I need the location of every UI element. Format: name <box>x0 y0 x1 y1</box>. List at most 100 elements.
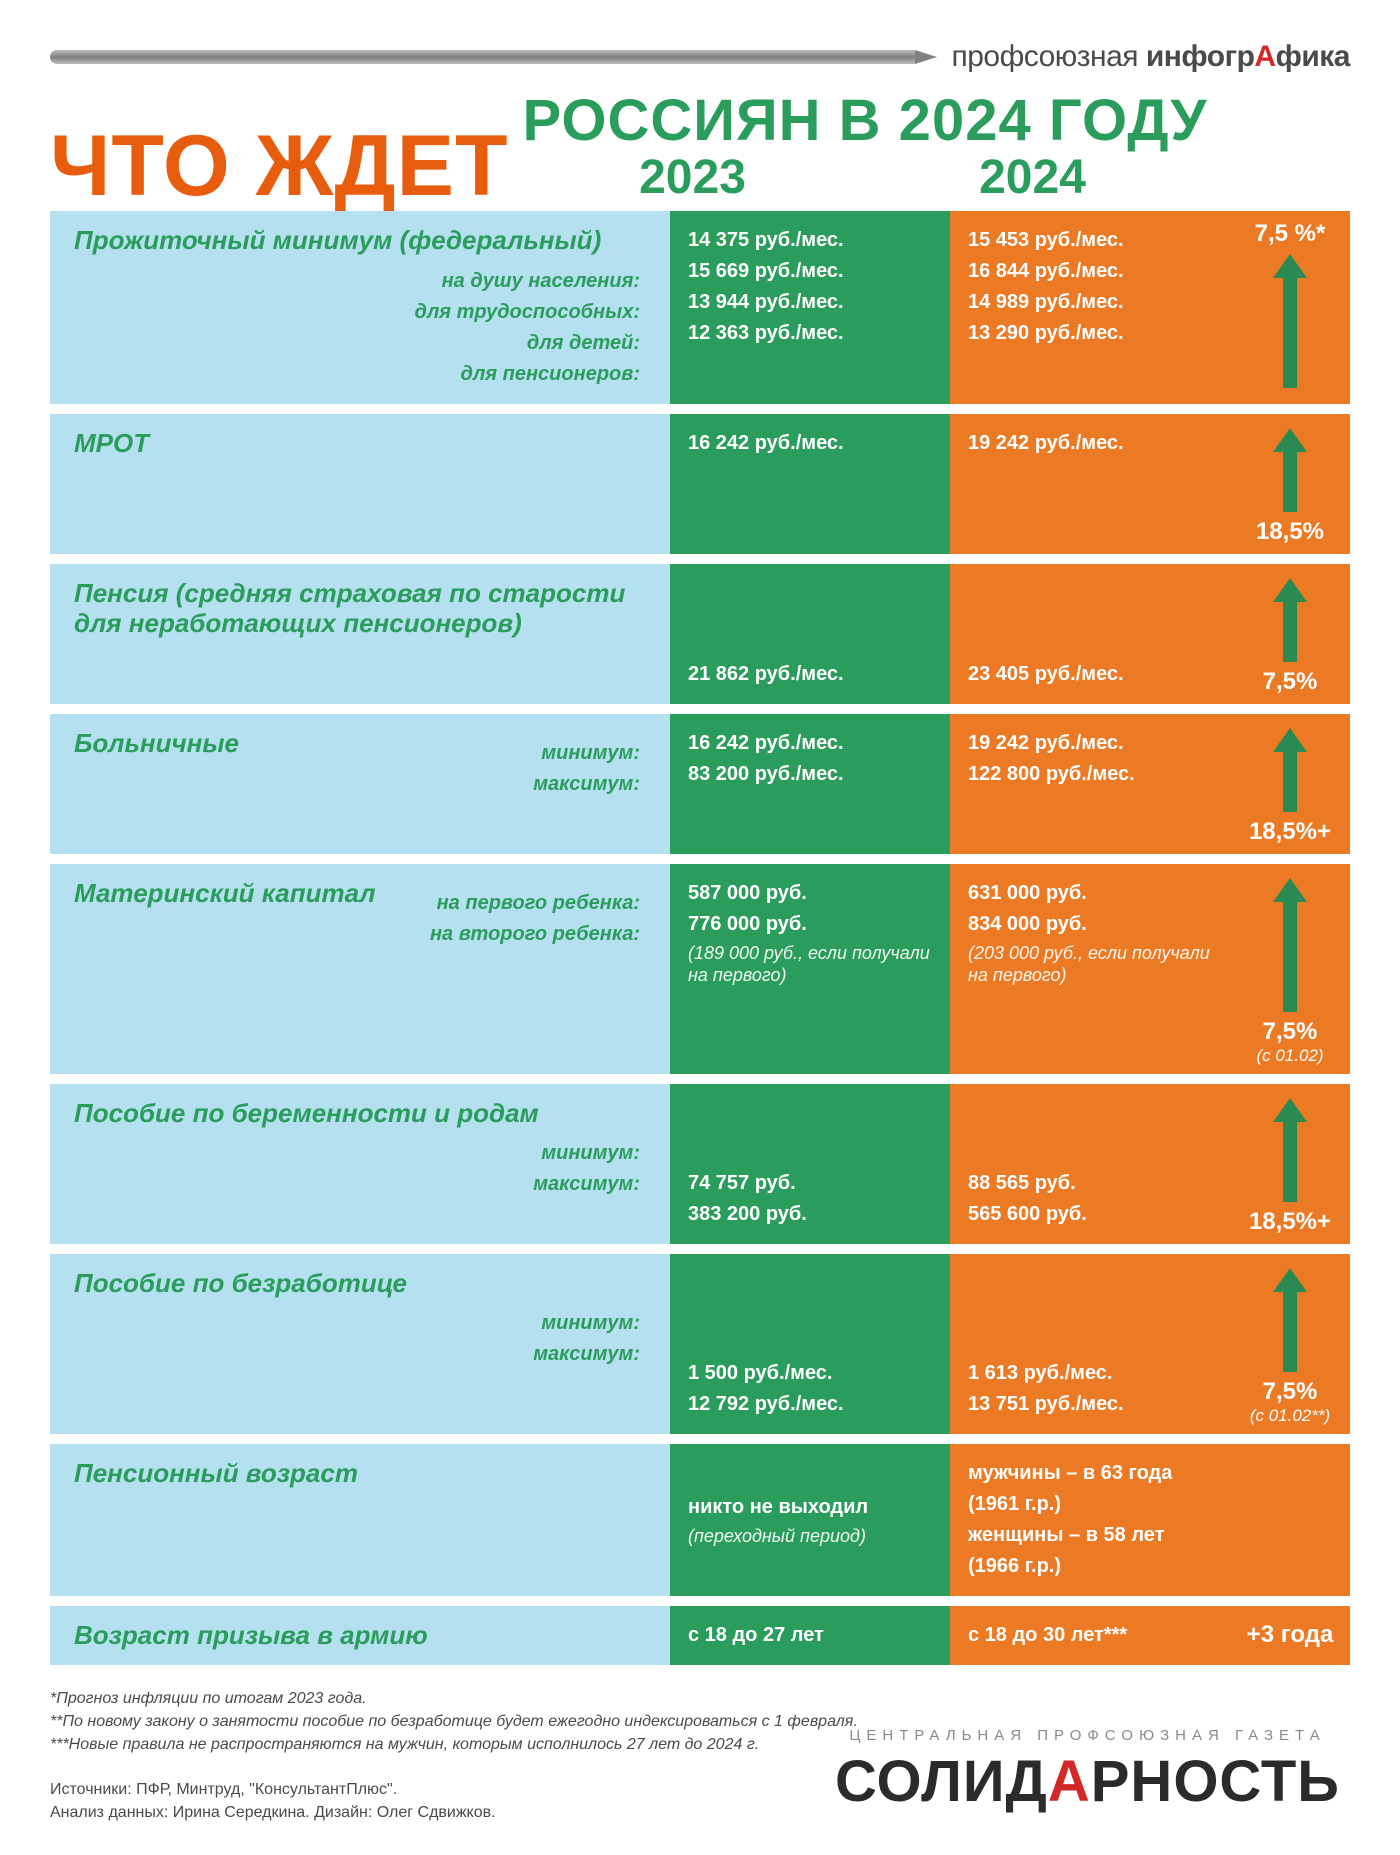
sub-label: максимум: <box>74 1339 640 1370</box>
row-title: Прожиточный минимум (федеральный) <box>74 225 650 256</box>
delta-pct: 18,5%+ <box>1249 1208 1331 1236</box>
col-delta: 7,5% <box>1230 564 1350 704</box>
title-red: ЧТО ЖДЕТ <box>50 128 509 205</box>
row-title: Больничные <box>74 728 239 759</box>
brand-bold-post: фика <box>1276 40 1350 73</box>
brand-bold-pre: инфогр <box>1146 40 1255 73</box>
row-title: Пенсионный возраст <box>74 1458 650 1489</box>
value-2024: 834 000 руб. <box>968 909 1218 940</box>
sub-label: для трудоспособных: <box>74 297 640 328</box>
row-title: Возраст призыва в армию <box>74 1620 650 1651</box>
up-arrow-icon <box>1273 1268 1307 1372</box>
sub-list: на душу населения:для трудоспособных:для… <box>74 266 650 390</box>
title-row: ЧТО ЖДЕТ РОССИЯН В 2024 ГОДУ 2023 2024 <box>50 92 1350 205</box>
col-2024: мужчины – в 63 года (1961 г.р.)женщины –… <box>950 1444 1230 1596</box>
sub-label: на первого ребенка: <box>388 888 640 919</box>
year-2023: 2023 <box>523 150 863 205</box>
row-title: Материнский капитал <box>74 878 376 909</box>
row-gap <box>50 854 1350 864</box>
year-row: 2023 2024 <box>523 150 1351 205</box>
col-delta: 18,5%+ <box>1230 714 1350 854</box>
footer-logo-post: РНОСТЬ <box>1091 1749 1340 1814</box>
up-arrow-icon <box>1273 428 1307 512</box>
col-2023: никто не выходил(переходный период) <box>670 1444 950 1596</box>
sub-label: минимум: <box>251 738 640 769</box>
table-row: Возраст призыва в армию с 18 до 27 лет с 1… <box>50 1606 1350 1665</box>
footer-logo: СОЛИДАРНОСТЬ <box>835 1748 1340 1815</box>
value-2023: 12 792 руб./мес. <box>688 1389 938 1420</box>
delta-pct: 18,5%+ <box>1249 818 1331 846</box>
row-title: Пенсия (средняя страховая по старости дл… <box>74 578 650 639</box>
col-delta: 7,5%(с 01.02) <box>1230 864 1350 1074</box>
table-row: Пенсионный возраст никто не выходил(перех… <box>50 1444 1350 1596</box>
row-label: Пособие по безработице минимум:максимум: <box>50 1254 670 1434</box>
footer-logo-pre: СОЛИД <box>835 1749 1048 1814</box>
sub-list: минимум:максимум: <box>251 738 650 800</box>
row-gap <box>50 404 1350 414</box>
footer-brand: ЦЕНТРАЛЬНАЯ ПРОФСОЮЗНАЯ ГАЗЕТА СОЛИДАРНО… <box>835 1727 1340 1815</box>
footer-logo-a: А <box>1048 1749 1091 1814</box>
note-2023: (189 000 руб., если получали на первого) <box>688 942 938 987</box>
row-label: Больничные минимум:максимум: <box>50 714 670 854</box>
value-2024: 19 242 руб./мес. <box>968 728 1218 759</box>
value-2023: 776 000 руб. <box>688 909 938 940</box>
table-row: Пособие по безработице минимум:максимум: 1… <box>50 1254 1350 1434</box>
value-2024: с 18 до 30 лет*** <box>968 1620 1218 1651</box>
header-row: профсоюзная инфогрАфика <box>50 40 1350 74</box>
row-title: МРОТ <box>74 428 650 459</box>
table-row: Материнский капитална первого ребенка:на… <box>50 864 1350 1074</box>
data-table: Прожиточный минимум (федеральный) на душу… <box>50 211 1350 1665</box>
up-arrow-icon <box>1273 728 1307 812</box>
value-2023: 21 862 руб./мес. <box>688 659 938 690</box>
value-2024: 23 405 руб./мес. <box>968 659 1218 690</box>
table-row: Больничные минимум:максимум: 16 242 руб./м… <box>50 714 1350 854</box>
delta-note: (с 01.02**) <box>1250 1406 1330 1426</box>
row-label: Материнский капитална первого ребенка:на… <box>50 864 670 1074</box>
value-2023: 383 200 руб. <box>688 1199 938 1230</box>
value-2023: 15 669 руб./мес. <box>688 256 938 287</box>
delta-note: (с 01.02) <box>1256 1046 1323 1066</box>
footer-pre: ЦЕНТРАЛЬНАЯ ПРОФСОЮЗНАЯ ГАЗЕТА <box>835 1727 1340 1744</box>
value-2024: 88 565 руб. <box>968 1168 1218 1199</box>
value-2024: 14 989 руб./мес. <box>968 287 1218 318</box>
sub-label: для детей: <box>74 328 640 359</box>
col-2023: с 18 до 27 лет <box>670 1606 950 1665</box>
value-2023: 74 757 руб. <box>688 1168 938 1199</box>
delta-pct: +3 года <box>1247 1621 1334 1649</box>
row-title: Пособие по безработице <box>74 1268 650 1299</box>
value-2023: 16 242 руб./мес. <box>688 728 938 759</box>
col-2023: 16 242 руб./мес.83 200 руб./мес. <box>670 714 950 854</box>
value-2024: 13 751 руб./мес. <box>968 1389 1218 1420</box>
row-gap <box>50 554 1350 564</box>
col-2024: 1 613 руб./мес.13 751 руб./мес. <box>950 1254 1230 1434</box>
col-2023: 16 242 руб./мес. <box>670 414 950 554</box>
pencil-tip-icon <box>915 50 937 64</box>
sub-label: на душу населения: <box>74 266 640 297</box>
col-2024: 15 453 руб./мес.16 844 руб./мес.14 989 р… <box>950 211 1230 404</box>
value-2024: женщины – в 58 лет (1966 г.р.) <box>968 1520 1218 1582</box>
delta-pct: 7,5% <box>1263 668 1318 696</box>
note-2023: (переходный период) <box>688 1525 938 1548</box>
infographic-page: профсоюзная инфогрАфика ЧТО ЖДЕТ РОССИЯН… <box>0 0 1400 1855</box>
row-label: Прожиточный минимум (федеральный) на душу… <box>50 211 670 404</box>
value-2023: 587 000 руб. <box>688 878 938 909</box>
value-2024: 1 613 руб./мес. <box>968 1358 1218 1389</box>
col-2024: 88 565 руб.565 600 руб. <box>950 1084 1230 1244</box>
col-delta: 7,5%(с 01.02**) <box>1230 1254 1350 1434</box>
table-row: Пособие по беременности и родамминимум:м… <box>50 1084 1350 1244</box>
row-gap <box>50 1596 1350 1606</box>
sub-list: минимум:максимум: <box>74 1308 650 1370</box>
value-2023: с 18 до 27 лет <box>688 1620 938 1651</box>
col-2023: 1 500 руб./мес.12 792 руб./мес. <box>670 1254 950 1434</box>
value-2023: 16 242 руб./мес. <box>688 428 938 459</box>
row-gap <box>50 1244 1350 1254</box>
delta-pct: 7,5% <box>1263 1018 1318 1046</box>
col-delta: 18,5%+ <box>1230 1084 1350 1244</box>
value-2023: 12 363 руб./мес. <box>688 318 938 349</box>
value-2024: 565 600 руб. <box>968 1199 1218 1230</box>
sub-label: для пенсионеров: <box>74 359 640 390</box>
row-label: Возраст призыва в армию <box>50 1606 670 1665</box>
pencil-body-icon <box>50 50 915 64</box>
footnote-line: *Прогноз инфляции по итогам 2023 года. <box>50 1687 1350 1710</box>
row-gap <box>50 704 1350 714</box>
